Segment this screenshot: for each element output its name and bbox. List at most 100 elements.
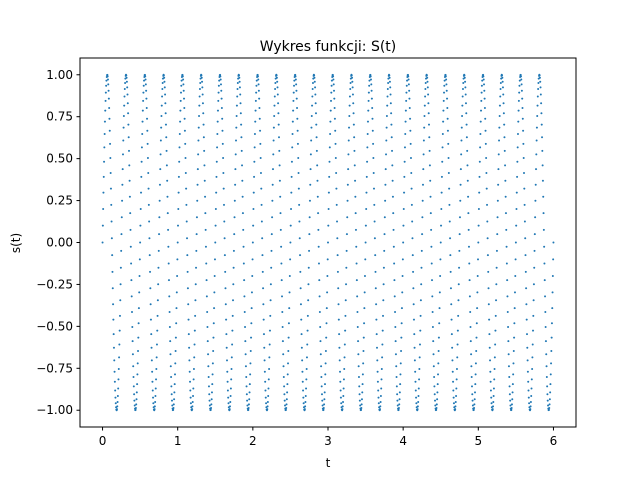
data-point	[268, 368, 271, 371]
x-tick-label: 4	[399, 434, 407, 448]
data-point	[369, 78, 372, 81]
data-point	[186, 287, 189, 290]
data-point	[399, 383, 402, 386]
data-point	[355, 245, 358, 248]
data-point	[245, 385, 248, 388]
data-point	[189, 396, 192, 399]
data-point	[102, 191, 105, 194]
data-point	[402, 224, 405, 227]
data-point	[351, 86, 354, 89]
data-point	[311, 104, 314, 107]
data-point	[204, 212, 207, 215]
x-tick-label: 3	[324, 434, 332, 448]
data-point	[337, 287, 340, 290]
data-point	[182, 89, 185, 92]
data-point	[468, 262, 471, 265]
data-point	[211, 373, 214, 376]
data-point	[212, 350, 215, 353]
data-point	[227, 396, 230, 399]
data-point	[457, 283, 460, 286]
data-point	[437, 373, 440, 376]
data-point	[548, 398, 551, 401]
data-point	[206, 325, 209, 328]
data-point	[466, 164, 469, 167]
data-point	[260, 220, 263, 223]
data-point	[332, 83, 335, 86]
data-point	[344, 329, 347, 332]
data-point	[302, 396, 305, 399]
data-point	[278, 164, 281, 167]
data-point	[403, 160, 406, 163]
data-point	[207, 365, 210, 368]
data-point	[268, 329, 271, 332]
data-point	[262, 318, 265, 321]
data-point	[460, 139, 463, 142]
data-point	[539, 86, 542, 89]
data-point	[297, 157, 300, 160]
data-point	[440, 191, 443, 194]
data-point	[365, 208, 368, 210]
data-point	[211, 383, 214, 386]
data-point	[186, 270, 189, 273]
data-point	[483, 97, 486, 100]
data-point	[136, 373, 139, 376]
data-point	[151, 370, 154, 373]
data-point	[310, 126, 313, 129]
data-point	[251, 241, 254, 244]
data-point	[295, 97, 298, 100]
data-point	[211, 362, 214, 365]
data-point	[544, 325, 547, 328]
data-point	[225, 333, 228, 336]
data-point	[398, 403, 401, 406]
data-point	[307, 266, 310, 269]
data-point	[467, 228, 470, 231]
data-point	[345, 233, 348, 236]
data-point	[353, 136, 356, 139]
data-point	[236, 95, 239, 98]
data-point	[487, 303, 490, 306]
data-point	[499, 95, 502, 98]
data-point	[301, 359, 304, 362]
data-point	[542, 212, 545, 215]
data-point	[404, 120, 407, 123]
data-point	[356, 325, 359, 328]
data-point	[534, 199, 537, 202]
data-point	[344, 314, 347, 317]
data-point	[109, 142, 112, 145]
data-point	[517, 109, 520, 112]
data-point	[207, 375, 210, 378]
data-point	[168, 295, 171, 298]
data-point	[428, 149, 431, 152]
data-point	[169, 340, 172, 343]
data-point	[128, 195, 131, 198]
data-point	[117, 378, 120, 381]
data-point	[516, 146, 519, 149]
data-point	[517, 99, 520, 102]
data-point	[173, 398, 176, 401]
data-point	[479, 120, 482, 123]
data-point	[157, 266, 160, 269]
data-point	[127, 136, 130, 139]
data-point	[371, 107, 374, 110]
data-point	[271, 199, 274, 202]
data-point	[454, 408, 457, 411]
data-point	[220, 107, 223, 110]
data-point	[539, 80, 542, 83]
data-point	[112, 303, 115, 306]
data-point	[373, 220, 376, 223]
data-point	[177, 175, 180, 178]
data-point	[198, 104, 201, 107]
data-point	[360, 403, 363, 406]
data-point	[214, 241, 217, 244]
data-point	[526, 333, 528, 336]
data-point	[412, 303, 415, 306]
data-point	[423, 104, 426, 107]
data-point	[202, 112, 205, 115]
data-point	[235, 104, 238, 107]
data-point	[246, 404, 249, 407]
data-point	[349, 87, 352, 90]
data-point	[147, 187, 150, 190]
data-point	[485, 187, 488, 190]
data-point	[351, 93, 354, 96]
data-point	[240, 136, 243, 139]
